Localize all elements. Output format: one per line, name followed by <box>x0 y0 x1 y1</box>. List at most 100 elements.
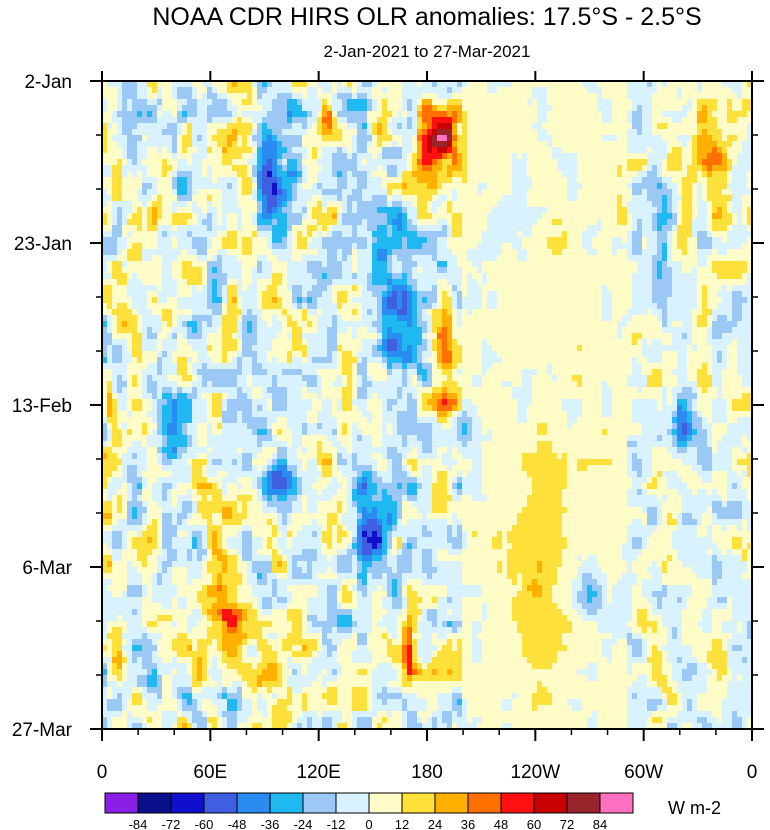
heatmap-cell <box>547 273 553 280</box>
heatmap-cell <box>637 237 643 244</box>
heatmap-cell <box>342 159 348 166</box>
heatmap-cell <box>602 189 608 196</box>
heatmap-cell <box>227 297 233 304</box>
heatmap-cell <box>432 183 438 190</box>
heatmap-cell <box>617 273 623 280</box>
heatmap-cell <box>187 225 193 232</box>
heatmap-cell <box>622 213 628 220</box>
heatmap-cell <box>427 219 433 226</box>
heatmap-cell <box>207 243 213 250</box>
heatmap-cell <box>637 93 643 100</box>
heatmap-cell <box>577 255 583 262</box>
heatmap-cell <box>217 291 223 298</box>
heatmap-cell <box>432 105 438 112</box>
heatmap-cell <box>147 219 153 226</box>
heatmap-cell <box>207 87 213 94</box>
heatmap-cell <box>662 231 668 238</box>
heatmap-cell <box>732 165 738 172</box>
heatmap-cell <box>432 201 438 208</box>
heatmap-cell <box>597 123 603 130</box>
heatmap-cell <box>647 153 653 160</box>
heatmap-cell <box>307 255 313 262</box>
heatmap-cell <box>742 93 748 100</box>
heatmap-cell <box>667 261 673 268</box>
heatmap-cell <box>522 255 528 262</box>
heatmap-cell <box>557 117 563 124</box>
heatmap-cell <box>147 189 153 196</box>
heatmap-cell <box>107 177 113 184</box>
heatmap-cell <box>207 111 213 118</box>
heatmap-cell <box>147 225 153 232</box>
heatmap-cell <box>122 225 128 232</box>
heatmap-cell <box>367 267 373 274</box>
heatmap-cell <box>217 93 223 100</box>
heatmap-cell <box>437 93 443 100</box>
heatmap-cell <box>737 93 743 100</box>
heatmap-cell <box>502 255 508 262</box>
heatmap-cell <box>182 279 188 286</box>
heatmap-cell <box>252 105 258 112</box>
heatmap-cell <box>282 183 288 190</box>
heatmap-cell <box>472 141 478 148</box>
heatmap-cell <box>262 243 268 250</box>
heatmap-cell <box>277 201 283 208</box>
heatmap-cell <box>697 177 703 184</box>
heatmap-cell <box>247 297 253 304</box>
heatmap-cell <box>482 273 488 280</box>
heatmap-cell <box>707 255 713 262</box>
heatmap-cell <box>727 243 733 250</box>
heatmap-cell <box>637 147 643 154</box>
heatmap-cell <box>532 93 538 100</box>
heatmap-cell <box>387 165 393 172</box>
heatmap-cell <box>472 279 478 286</box>
heatmap-cell <box>677 129 683 136</box>
heatmap-cell <box>362 273 368 280</box>
heatmap-cell <box>357 267 363 274</box>
heatmap-cell <box>242 255 248 262</box>
heatmap-cell <box>162 255 168 262</box>
heatmap-cell <box>577 177 583 184</box>
heatmap-cell <box>727 273 733 280</box>
heatmap-cell <box>407 237 413 244</box>
heatmap-cell <box>662 273 668 280</box>
heatmap-cell <box>402 195 408 202</box>
heatmap-cell <box>187 261 193 268</box>
heatmap-cell <box>212 129 218 136</box>
heatmap-cell <box>202 249 208 256</box>
heatmap-cell <box>397 135 403 142</box>
heatmap-cell <box>437 279 443 286</box>
heatmap-cell <box>667 111 673 118</box>
heatmap-cell <box>142 111 148 118</box>
heatmap-cell <box>177 291 183 298</box>
heatmap-cell <box>112 135 118 142</box>
heatmap-cell <box>607 201 613 208</box>
heatmap-cell <box>392 267 398 274</box>
heatmap-cell <box>267 189 273 196</box>
heatmap-cell <box>147 243 153 250</box>
heatmap-cell <box>302 189 308 196</box>
heatmap-cell <box>417 273 423 280</box>
heatmap-cell <box>112 273 118 280</box>
heatmap-cell <box>312 201 318 208</box>
heatmap-cell <box>332 159 338 166</box>
heatmap-cell <box>482 105 488 112</box>
heatmap-cell <box>142 267 148 274</box>
heatmap-cell <box>527 279 533 286</box>
heatmap-cell <box>492 117 498 124</box>
heatmap-cell <box>202 147 208 154</box>
heatmap-cell <box>427 153 433 160</box>
heatmap-cell <box>682 249 688 256</box>
heatmap-cell <box>522 147 528 154</box>
heatmap-cell <box>557 237 563 244</box>
heatmap-cell <box>477 147 483 154</box>
heatmap-cell <box>337 273 343 280</box>
heatmap-cell <box>467 291 473 298</box>
heatmap-cell <box>237 147 243 154</box>
heatmap-cell <box>617 87 623 94</box>
heatmap-cell <box>577 165 583 172</box>
heatmap-cell <box>192 243 198 250</box>
heatmap-cell <box>732 255 738 262</box>
heatmap-cell <box>222 147 228 154</box>
heatmap-cell <box>522 249 528 256</box>
heatmap-cell <box>707 189 713 196</box>
